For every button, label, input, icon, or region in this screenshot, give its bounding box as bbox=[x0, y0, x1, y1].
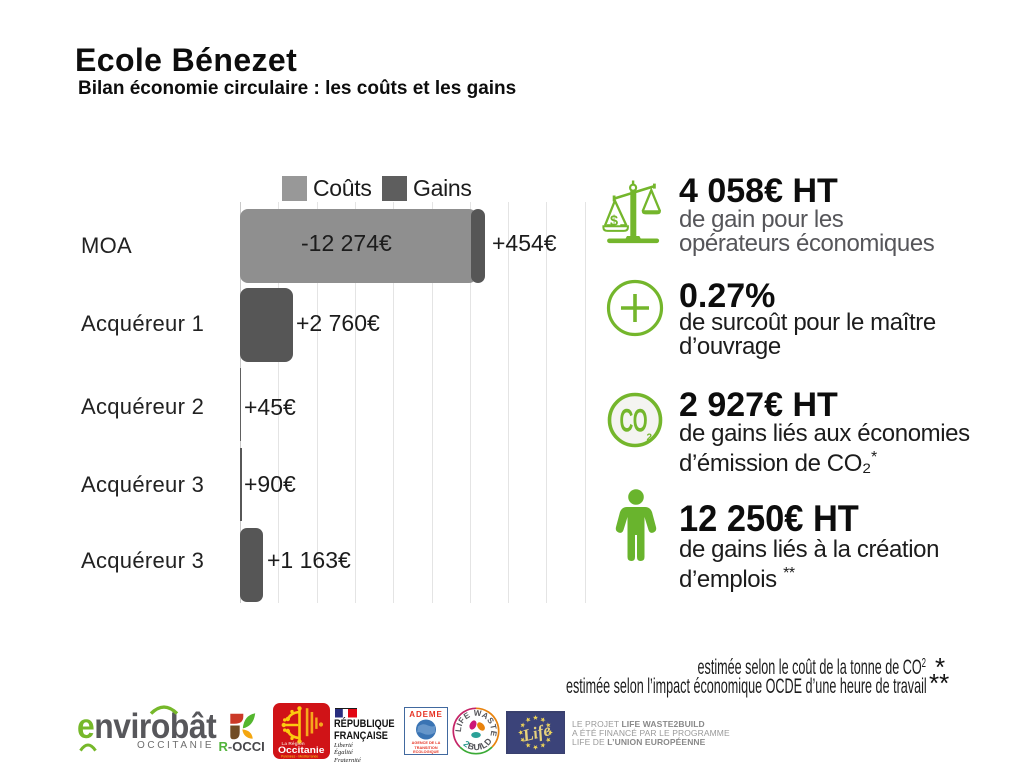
svg-text:$: $ bbox=[610, 213, 618, 229]
svg-text:Life: Life bbox=[520, 720, 553, 746]
svg-text:Occitanie: Occitanie bbox=[278, 745, 325, 755]
svg-text:La Région: La Région bbox=[282, 741, 305, 747]
svg-text:2: 2 bbox=[647, 433, 653, 444]
svg-text:Pyrénées - Méditerranée: Pyrénées - Méditerranée bbox=[281, 755, 318, 759]
svg-text:CO: CO bbox=[620, 403, 648, 439]
